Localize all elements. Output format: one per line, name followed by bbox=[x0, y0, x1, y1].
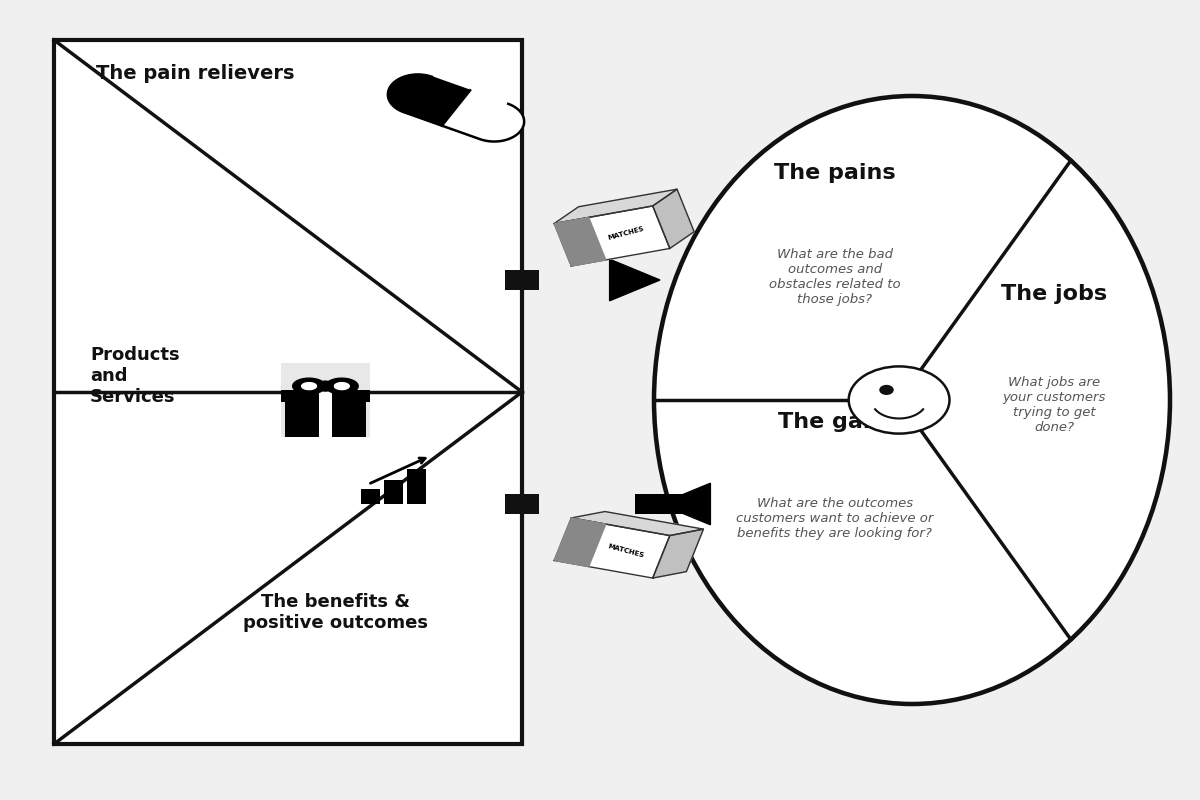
Circle shape bbox=[318, 381, 332, 391]
Text: MATCHES: MATCHES bbox=[607, 226, 644, 242]
Circle shape bbox=[848, 366, 949, 434]
Polygon shape bbox=[442, 90, 524, 142]
Polygon shape bbox=[554, 189, 677, 223]
Polygon shape bbox=[610, 259, 660, 301]
Polygon shape bbox=[653, 529, 703, 578]
Ellipse shape bbox=[654, 96, 1170, 704]
Polygon shape bbox=[660, 483, 710, 525]
Polygon shape bbox=[293, 378, 325, 394]
Text: MATCHES: MATCHES bbox=[607, 542, 644, 558]
Polygon shape bbox=[335, 382, 349, 390]
Text: The pains: The pains bbox=[774, 163, 895, 183]
FancyBboxPatch shape bbox=[384, 480, 403, 504]
FancyBboxPatch shape bbox=[319, 390, 332, 402]
FancyBboxPatch shape bbox=[505, 270, 539, 290]
FancyBboxPatch shape bbox=[281, 390, 370, 402]
Polygon shape bbox=[325, 378, 358, 394]
Text: What are the outcomes
customers want to achieve or
benefits they are looking for: What are the outcomes customers want to … bbox=[736, 498, 934, 540]
Circle shape bbox=[880, 386, 893, 394]
Polygon shape bbox=[301, 382, 317, 390]
Polygon shape bbox=[554, 518, 670, 578]
Text: Products
and
Services: Products and Services bbox=[90, 346, 180, 406]
FancyBboxPatch shape bbox=[505, 494, 539, 514]
Polygon shape bbox=[554, 218, 606, 266]
FancyBboxPatch shape bbox=[54, 40, 522, 744]
Text: The gains: The gains bbox=[778, 412, 900, 432]
Text: The pain relievers: The pain relievers bbox=[96, 64, 294, 83]
FancyBboxPatch shape bbox=[635, 494, 710, 514]
Text: The jobs: The jobs bbox=[1001, 285, 1106, 305]
FancyBboxPatch shape bbox=[281, 363, 370, 437]
FancyBboxPatch shape bbox=[610, 270, 635, 290]
Polygon shape bbox=[571, 511, 703, 535]
Polygon shape bbox=[554, 206, 670, 266]
Text: What are the bad
outcomes and
obstacles related to
those jobs?: What are the bad outcomes and obstacles … bbox=[769, 248, 900, 306]
FancyBboxPatch shape bbox=[408, 469, 426, 504]
Text: The benefits &
positive outcomes: The benefits & positive outcomes bbox=[244, 594, 428, 632]
FancyBboxPatch shape bbox=[319, 402, 332, 437]
FancyBboxPatch shape bbox=[284, 402, 366, 437]
FancyBboxPatch shape bbox=[361, 489, 379, 504]
Text: What jobs are
your customers
trying to get
done?: What jobs are your customers trying to g… bbox=[1002, 376, 1105, 434]
Polygon shape bbox=[554, 518, 606, 566]
Polygon shape bbox=[388, 74, 470, 126]
Polygon shape bbox=[653, 189, 694, 249]
